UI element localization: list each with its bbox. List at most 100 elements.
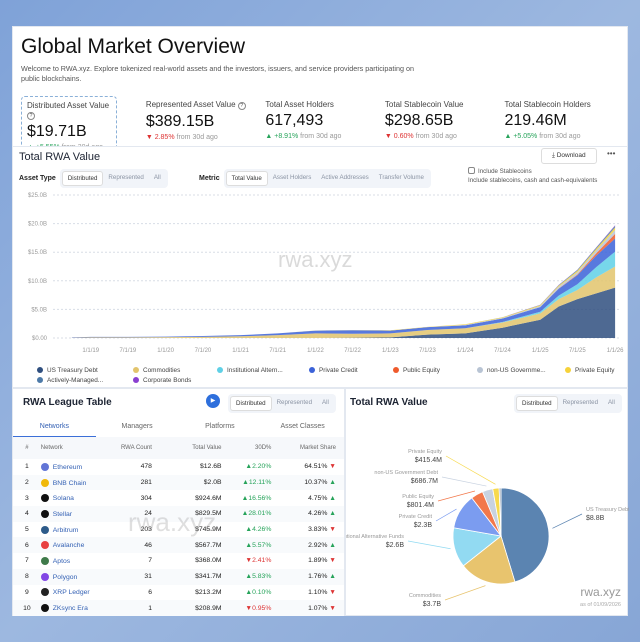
y-tick-label: $5.0B bbox=[31, 307, 47, 313]
network-cell[interactable]: Polygon bbox=[40, 568, 111, 585]
network-name[interactable]: Solana bbox=[52, 495, 74, 503]
network-cell[interactable]: BNB Chain bbox=[40, 474, 111, 491]
slice-label: US Treasury Debt bbox=[586, 507, 629, 513]
network-cell[interactable]: Arbitrum bbox=[40, 522, 111, 538]
rank: 3 bbox=[24, 494, 29, 502]
change-30d: ▼0.95% bbox=[229, 600, 280, 616]
legend-item[interactable]: US Treasury Debt bbox=[37, 367, 98, 374]
pie-slice[interactable] bbox=[462, 535, 516, 585]
legend-dot-icon bbox=[37, 367, 43, 373]
table-row[interactable]: 6 Avalanche 46 $567.7M ▲5.57% 2.92% ▲ bbox=[13, 537, 344, 554]
tab-asset-classes[interactable]: Asset Classes bbox=[280, 423, 325, 430]
network-cell[interactable]: Avalanche bbox=[40, 537, 111, 554]
tab-platforms[interactable]: Platforms bbox=[205, 423, 235, 430]
segment-total-value[interactable]: Total Value bbox=[225, 171, 268, 186]
stat-3[interactable]: Total Stablecoin Value $298.65B ▼ 0.60% … bbox=[380, 96, 500, 156]
network-cell[interactable]: XRP Ledger bbox=[40, 585, 111, 601]
league-table-panel: RWA League Table ▶ Distributed Represente… bbox=[12, 388, 345, 616]
segment-distributed[interactable]: Distributed bbox=[230, 396, 272, 411]
table-row[interactable]: 2 BNB Chain 281 $2.0B ▲12.11% 10.37% ▲ bbox=[13, 474, 344, 491]
network-name[interactable]: Aptos bbox=[52, 557, 71, 565]
legend-item[interactable]: Public Equity bbox=[393, 367, 440, 374]
network-cell[interactable]: Stellar bbox=[40, 506, 111, 522]
stat-1[interactable]: Represented Asset Value ? $389.15B ▼ 2.8… bbox=[141, 96, 261, 156]
legend-item[interactable]: Private Equity bbox=[565, 367, 614, 374]
network-cell[interactable]: ZKsync Era bbox=[40, 600, 111, 616]
network-name[interactable]: ZKsync Era bbox=[52, 605, 88, 613]
legend-item[interactable]: Corporate Bonds bbox=[133, 377, 191, 384]
rwa-count: 304 bbox=[140, 494, 152, 502]
legend-item[interactable]: Private Credit bbox=[309, 367, 358, 374]
stablecoin-note: Include stablecoins, cash and cash-equiv… bbox=[468, 177, 598, 184]
column-header[interactable]: RWA Count bbox=[110, 437, 160, 459]
info-icon[interactable]: ? bbox=[237, 102, 246, 110]
table-row[interactable]: 10 ZKsync Era 1 $208.9M ▼0.95% 1.07% ▼ bbox=[13, 600, 344, 616]
network-name[interactable]: XRP Ledger bbox=[52, 589, 90, 597]
legend-item[interactable]: non-US Governme... bbox=[477, 367, 546, 374]
segment-all[interactable]: All bbox=[608, 399, 615, 406]
segment-asset-holders[interactable]: Asset Holders bbox=[272, 174, 312, 181]
tab-networks[interactable]: Networks bbox=[13, 419, 96, 438]
chart-watermark: rwa.xyz bbox=[278, 247, 353, 272]
include-stablecoins-checkbox[interactable] bbox=[468, 167, 475, 174]
legend-dot-icon bbox=[393, 367, 399, 373]
legend-dot-icon bbox=[309, 367, 315, 373]
slice-value: $2.3B bbox=[414, 522, 433, 529]
total-value: $12.6B bbox=[199, 463, 222, 471]
column-header[interactable]: Total Value bbox=[159, 437, 230, 459]
market-share: 1.89% ▼ bbox=[308, 557, 336, 565]
column-header[interactable]: Network bbox=[40, 437, 111, 459]
x-tick-label: 1/1/25 bbox=[532, 348, 549, 354]
legend-item[interactable]: Actively-Managed... bbox=[37, 377, 103, 384]
network-cell[interactable]: Aptos bbox=[40, 553, 111, 569]
table-row[interactable]: 7 Aptos 7 $368.0M ▼2.41% 1.89% ▼ bbox=[13, 553, 344, 569]
segment-active-addresses[interactable]: Active Addresses bbox=[321, 174, 369, 181]
segment-all[interactable]: All bbox=[153, 174, 161, 181]
network-logo-icon bbox=[40, 509, 49, 518]
table-row[interactable]: 5 Arbitrum 203 $745.9M ▲4.26% 3.83% ▼ bbox=[13, 522, 344, 538]
network-name[interactable]: Stellar bbox=[52, 510, 73, 518]
network-logo-icon bbox=[40, 556, 49, 565]
segment-transfer-volume[interactable]: Transfer Volume bbox=[378, 174, 424, 181]
segment-represented[interactable]: Represented bbox=[562, 399, 599, 406]
legend-item[interactable]: Commodities bbox=[133, 367, 180, 374]
x-tick-label: 7/1/25 bbox=[569, 348, 586, 354]
column-header[interactable]: 30D% bbox=[229, 437, 280, 459]
segment-all[interactable]: All bbox=[322, 399, 329, 406]
network-name[interactable]: Polygon bbox=[52, 573, 78, 581]
segment-distributed[interactable]: Distributed bbox=[61, 171, 104, 186]
table-row[interactable]: 8 Polygon 31 $341.7M ▲5.83% 1.76% ▲ bbox=[13, 568, 344, 585]
pie-slice[interactable] bbox=[498, 487, 502, 537]
stat-label: Total Stablecoin Holders bbox=[504, 100, 591, 109]
table-row[interactable]: 4 Stellar 24 $829.5M ▲28.01% 4.26% ▲ bbox=[13, 506, 344, 522]
legend-item[interactable]: Institutional Altern... bbox=[217, 367, 283, 374]
stat-change: ▼ 0.60% from 30d ago bbox=[384, 133, 457, 140]
pie-chart: US Treasury Debt $8.8B Commodities $3.7B Ins… bbox=[346, 449, 629, 608]
play-button[interactable]: ▶ bbox=[206, 394, 220, 408]
segment-represented[interactable]: Represented bbox=[276, 399, 313, 406]
tab-managers[interactable]: Managers bbox=[121, 423, 153, 430]
network-name[interactable]: Arbitrum bbox=[52, 526, 79, 534]
info-icon[interactable]: ? bbox=[27, 112, 35, 120]
stat-value: $298.65B bbox=[384, 112, 454, 129]
network-cell[interactable]: Ethereum bbox=[40, 459, 111, 475]
column-header[interactable]: Market Share bbox=[279, 437, 344, 459]
stat-2[interactable]: Total Asset Holders 617,493 ▲ +8.91% fro… bbox=[260, 96, 380, 156]
network-cell[interactable]: Solana bbox=[40, 490, 111, 506]
x-tick-label: 1/1/20 bbox=[157, 348, 174, 354]
rank: 10 bbox=[13, 600, 41, 616]
table-row[interactable]: 9 XRP Ledger 6 $213.2M ▲0.10% 1.10% ▼ bbox=[13, 585, 344, 601]
segment-distributed[interactable]: Distributed bbox=[516, 396, 558, 411]
network-name[interactable]: Avalanche bbox=[52, 542, 85, 550]
network-name[interactable]: BNB Chain bbox=[52, 479, 87, 487]
pie-slice[interactable] bbox=[500, 487, 550, 583]
network-name[interactable]: Ethereum bbox=[52, 463, 83, 471]
asset-type-selector: Distributed Represented All bbox=[59, 169, 168, 188]
segment-represented[interactable]: Represented bbox=[108, 174, 144, 181]
column-header[interactable]: # bbox=[13, 437, 41, 459]
download-button[interactable]: ⤓ Download bbox=[541, 148, 597, 164]
stat-4[interactable]: Total Stablecoin Holders 219.46M ▲ +5.05… bbox=[499, 96, 619, 156]
table-row[interactable]: 1 Ethereum 478 $12.6B ▲2.20% 64.51% ▼ bbox=[13, 459, 344, 475]
table-row[interactable]: 3 Solana 304 $924.6M ▲16.56% 4.75% ▲ bbox=[13, 490, 344, 506]
more-options-button[interactable]: ••• bbox=[607, 149, 616, 158]
